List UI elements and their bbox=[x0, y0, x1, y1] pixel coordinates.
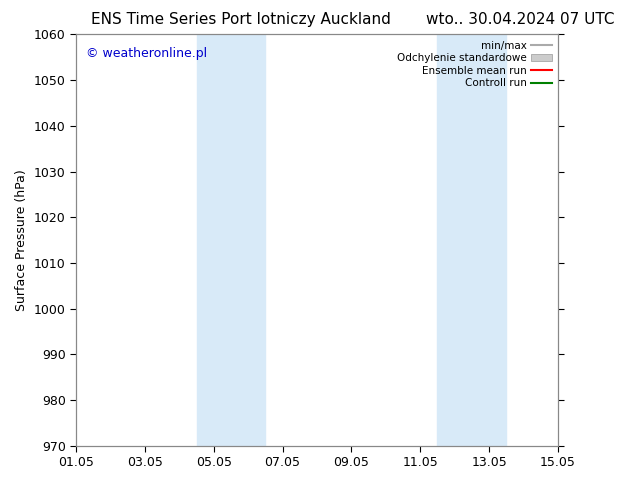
Text: ENS Time Series Port lotniczy Auckland: ENS Time Series Port lotniczy Auckland bbox=[91, 12, 391, 27]
Text: © weatheronline.pl: © weatheronline.pl bbox=[86, 47, 207, 60]
Legend: min/max, Odchylenie standardowe, Ensemble mean run, Controll run: min/max, Odchylenie standardowe, Ensembl… bbox=[392, 36, 556, 93]
Bar bbox=[437, 34, 507, 446]
Y-axis label: Surface Pressure (hPa): Surface Pressure (hPa) bbox=[15, 169, 29, 311]
Text: wto.. 30.04.2024 07 UTC: wto.. 30.04.2024 07 UTC bbox=[425, 12, 614, 27]
Bar bbox=[197, 34, 266, 446]
